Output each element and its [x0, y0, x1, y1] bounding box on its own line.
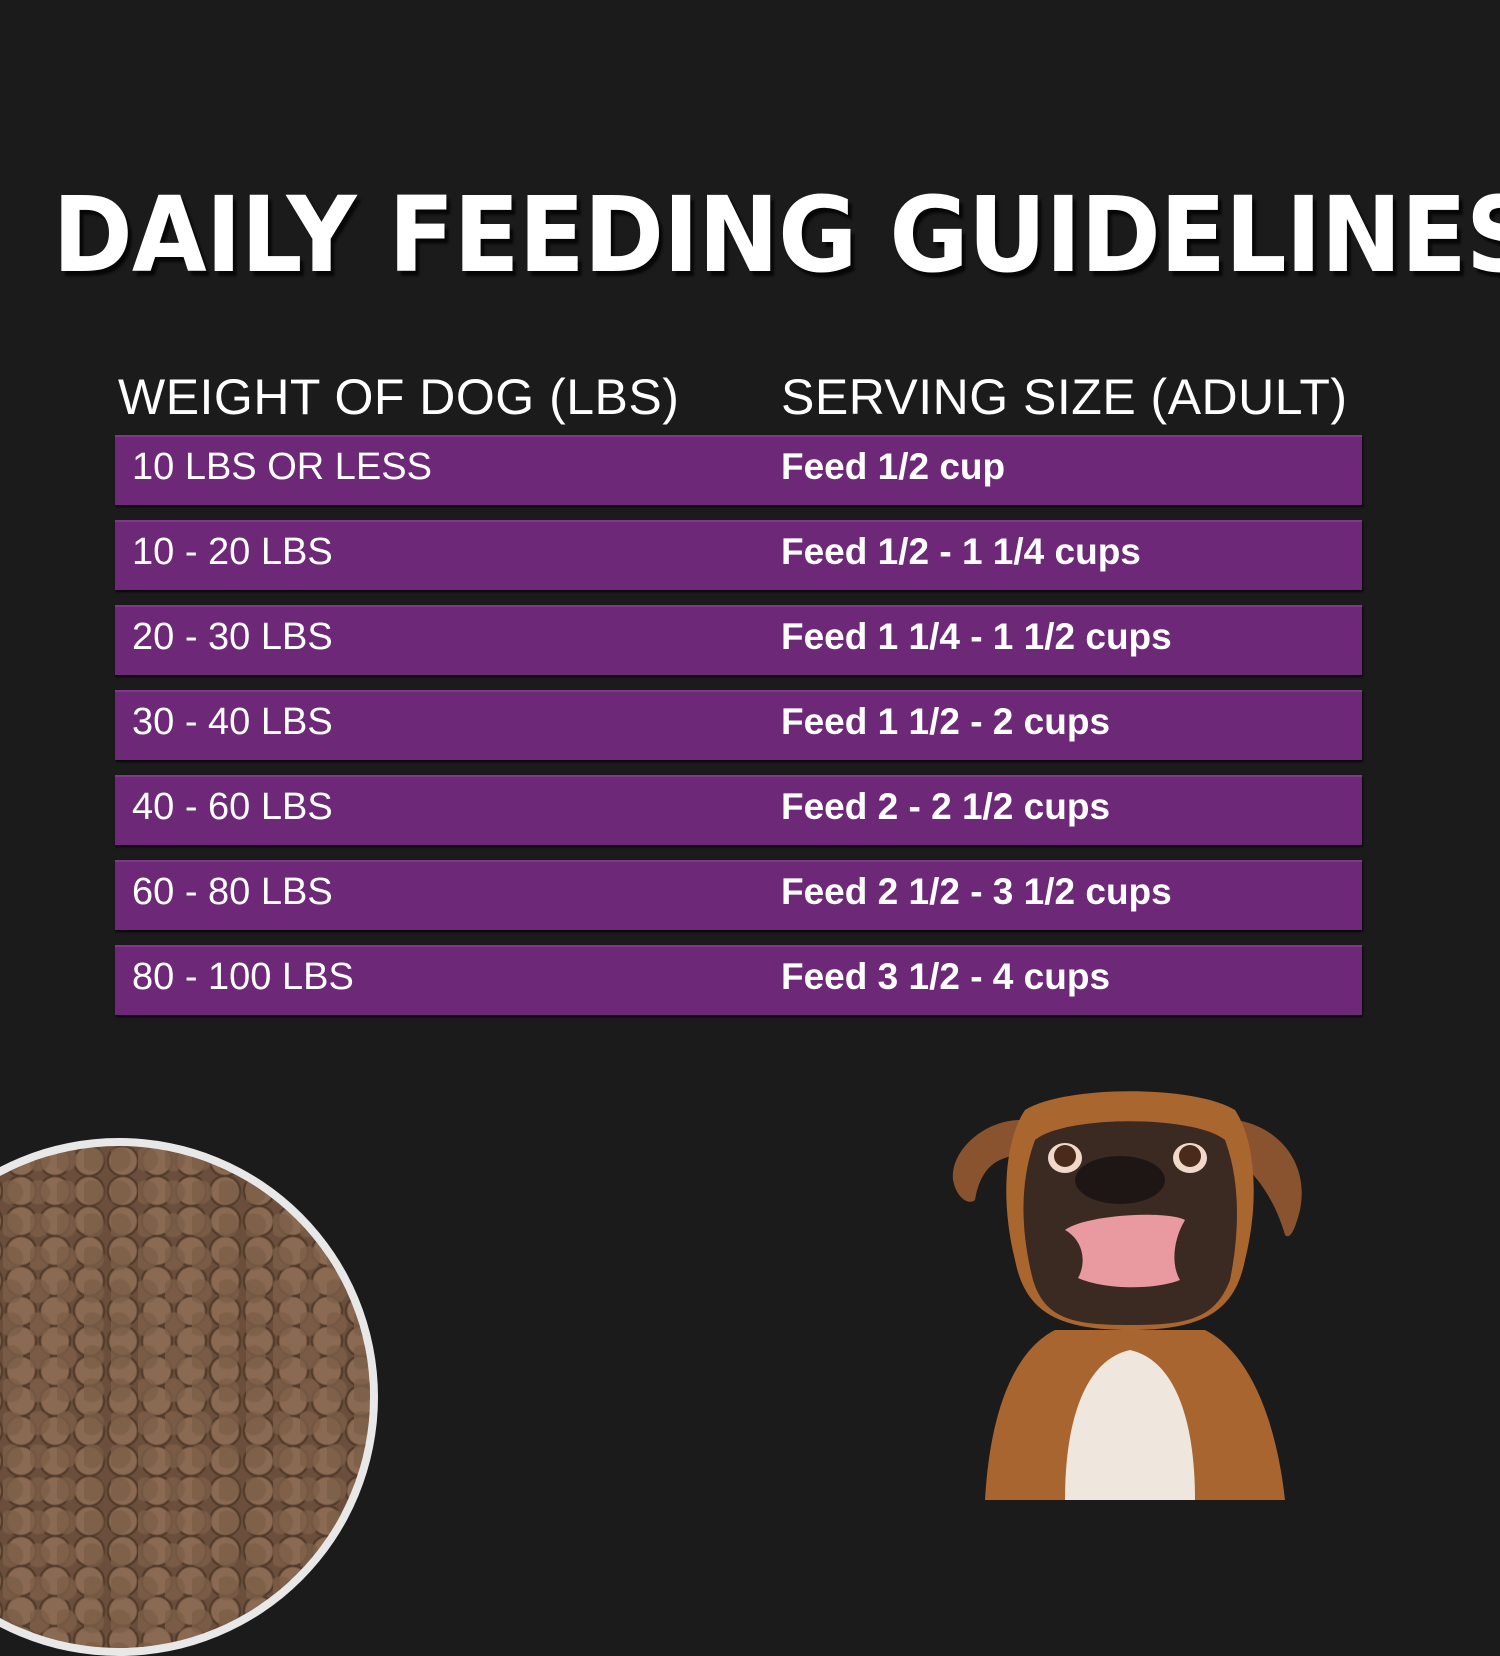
weight-cell: 10 LBS OR LESS	[132, 446, 432, 488]
weight-cell: 10 - 20 LBS	[132, 531, 333, 573]
weight-cell: 80 - 100 LBS	[132, 956, 354, 998]
weight-cell: 40 - 60 LBS	[132, 786, 333, 828]
feeding-table: 10 LBS OR LESS Feed 1/2 cup 10 - 20 LBS …	[115, 435, 1362, 1030]
serving-cell: Feed 2 - 2 1/2 cups	[781, 786, 1111, 827]
weight-cell: 60 - 80 LBS	[132, 871, 333, 913]
serving-cell: Feed 1 1/4 - 1 1/2 cups	[781, 616, 1172, 657]
weight-cell: 20 - 30 LBS	[132, 616, 333, 658]
serving-cell: Feed 1 1/2 - 2 cups	[781, 701, 1111, 742]
table-row: 10 - 20 LBS Feed 1/2 - 1 1/4 cups	[115, 520, 1362, 590]
serving-cell: Feed 1/2 - 1 1/4 cups	[781, 531, 1141, 572]
boxer-dog-image	[952, 1091, 1302, 1500]
table-row: 10 LBS OR LESS Feed 1/2 cup	[115, 435, 1362, 505]
kibble-bowl-image	[0, 1138, 378, 1656]
serving-cell: Feed 3 1/2 - 4 cups	[781, 956, 1111, 997]
table-row: 60 - 80 LBS Feed 2 1/2 - 3 1/2 cups	[115, 860, 1362, 930]
table-row: 40 - 60 LBS Feed 2 - 2 1/2 cups	[115, 775, 1362, 845]
serving-cell: Feed 2 1/2 - 3 1/2 cups	[781, 871, 1172, 912]
column-header-serving: SERVING SIZE (ADULT)	[781, 369, 1348, 425]
column-header-weight: WEIGHT OF DOG (LBS)	[118, 369, 680, 425]
serving-cell: Feed 1/2 cup	[781, 446, 1006, 487]
table-row: 80 - 100 LBS Feed 3 1/2 - 4 cups	[115, 945, 1362, 1015]
weight-cell: 30 - 40 LBS	[132, 701, 333, 743]
table-row: 30 - 40 LBS Feed 1 1/2 - 2 cups	[115, 690, 1362, 760]
page-title: DAILY FEEDING GUIDELINES	[52, 174, 1500, 296]
table-row: 20 - 30 LBS Feed 1 1/4 - 1 1/2 cups	[115, 605, 1362, 675]
kibble-icon	[0, 1146, 370, 1648]
